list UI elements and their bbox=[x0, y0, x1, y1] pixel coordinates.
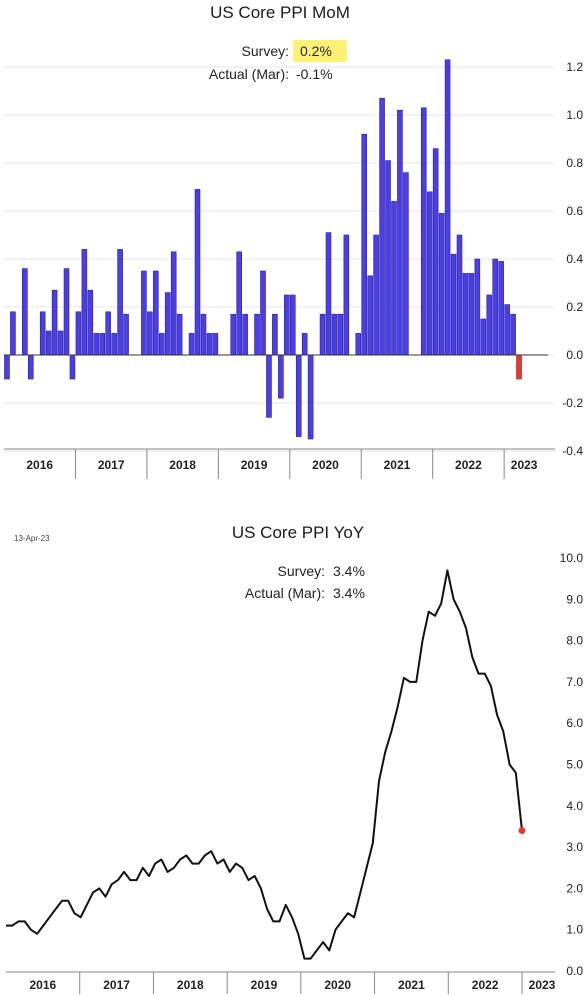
mom-x-tick-label: 2018 bbox=[169, 458, 196, 472]
survey-highlight bbox=[293, 40, 347, 62]
yoy-x-tick-label: 2019 bbox=[251, 978, 278, 992]
yoy-y-tick-label: 0.0 bbox=[566, 964, 583, 978]
yoy-y-tick-label: 5.0 bbox=[566, 758, 583, 772]
yoy-y-tick-label: 9.0 bbox=[566, 592, 583, 606]
mom-y-axis: -0.4 -0.2 0.0 0.2 0.4 0.6 0.8 1.0 1.2 bbox=[562, 60, 583, 458]
yoy-y-axis: 0.0 1.0 2.0 3.0 4.0 5.0 6.0 7.0 8.0 9.0 10.0 bbox=[560, 551, 584, 978]
yoy-x-tick-label: 2020 bbox=[324, 978, 351, 992]
yoy-survey-label: Survey: bbox=[278, 563, 325, 579]
yoy-x-tick-label: 2022 bbox=[472, 978, 499, 992]
mom-y-tick-label: 0.2 bbox=[566, 300, 583, 314]
mom-x-tick-label: 2023 bbox=[511, 458, 538, 472]
yoy-x-tick-label: 2023 bbox=[529, 978, 556, 992]
yoy-x-tick-label: 2018 bbox=[177, 978, 204, 992]
yoy-survey-value: 3.4% bbox=[333, 563, 365, 579]
mom-x-tick-label: 2020 bbox=[312, 458, 339, 472]
mom-actual-value: -0.1% bbox=[296, 66, 333, 82]
yoy-y-tick-label: 10.0 bbox=[560, 551, 584, 565]
mom-actual-label: Actual (Mar): bbox=[209, 66, 289, 82]
yoy-actual-value: 3.4% bbox=[333, 585, 365, 601]
yoy-chart-title: US Core PPI YoY bbox=[232, 523, 364, 542]
mom-y-tick-label: 0.8 bbox=[566, 156, 583, 170]
mom-x-tick-label: 2017 bbox=[98, 458, 125, 472]
mom-survey-value: 0.2% bbox=[300, 43, 332, 59]
mom-y-tick-label: 0.4 bbox=[566, 252, 583, 266]
yoy-last-point bbox=[518, 827, 526, 835]
yoy-y-tick-label: 2.0 bbox=[566, 881, 583, 895]
yoy-series-line bbox=[6, 569, 523, 960]
yoy-x-tick-label: 2016 bbox=[30, 978, 57, 992]
yoy-date-stamp: 13-Apr-23 bbox=[14, 534, 50, 543]
yoy-y-tick-label: 1.0 bbox=[566, 923, 583, 937]
yoy-y-tick-label: 7.0 bbox=[566, 675, 583, 689]
mom-y-tick-label: 0.0 bbox=[566, 348, 583, 362]
mom-y-tick-label: -0.2 bbox=[562, 396, 583, 410]
yoy-x-tick-label: 2021 bbox=[398, 978, 425, 992]
yoy-y-tick-label: 6.0 bbox=[566, 716, 583, 730]
yoy-x-axis: 2016 2017 2018 2019 2020 2021 2022 2023 bbox=[6, 971, 556, 994]
mom-x-tick-label: 2021 bbox=[384, 458, 411, 472]
mom-y-tick-label: 1.2 bbox=[566, 60, 583, 74]
mom-y-tick-label: 0.6 bbox=[566, 204, 583, 218]
yoy-y-tick-label: 3.0 bbox=[566, 840, 583, 854]
mom-x-tick-label: 2019 bbox=[241, 458, 268, 472]
mom-chart-title: US Core PPI MoM bbox=[210, 3, 350, 22]
mom-survey-label: Survey: bbox=[242, 43, 289, 59]
yoy-actual-label: Actual (Mar): bbox=[245, 585, 325, 601]
mom-x-tick-label: 2016 bbox=[26, 458, 53, 472]
yoy-x-tick-label: 2017 bbox=[103, 978, 130, 992]
yoy-y-tick-label: 4.0 bbox=[566, 799, 583, 813]
yoy-y-tick-label: 8.0 bbox=[566, 634, 583, 648]
mom-bar-chart: -0.4-0.20.00.20.40.60.81.01.2 2016 2017 20… bbox=[4, 3, 583, 479]
mom-y-tick-label: -0.4 bbox=[562, 444, 583, 458]
mom-bars bbox=[4, 59, 548, 440]
mom-x-axis: 2016 2017 2018 2019 2020 2021 2022 2023 bbox=[4, 448, 555, 479]
mom-x-tick-label: 2022 bbox=[455, 458, 482, 472]
mom-y-tick-label: 1.0 bbox=[566, 108, 583, 122]
yoy-series bbox=[6, 569, 526, 960]
